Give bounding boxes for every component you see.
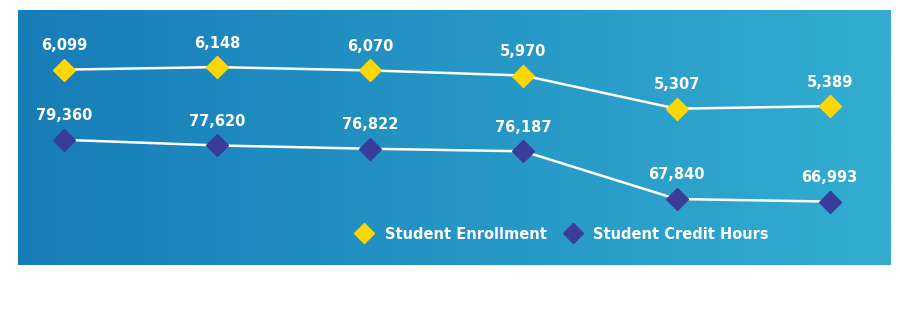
Legend: Student Enrollment, Student Credit Hours: Student Enrollment, Student Credit Hours [344, 221, 775, 247]
Text: 79,360: 79,360 [36, 108, 92, 123]
Text: 5,307: 5,307 [653, 77, 700, 92]
Text: 6,148: 6,148 [194, 36, 240, 50]
Text: 76,187: 76,187 [495, 120, 552, 135]
Text: 6,070: 6,070 [347, 39, 393, 54]
Text: 77,620: 77,620 [189, 114, 246, 129]
Text: 5,389: 5,389 [806, 75, 853, 89]
Text: 67,840: 67,840 [648, 167, 705, 182]
Text: 6,099: 6,099 [40, 38, 87, 53]
Text: 76,822: 76,822 [342, 117, 399, 132]
Text: 66,993: 66,993 [802, 170, 858, 185]
Text: 5,970: 5,970 [500, 44, 546, 59]
